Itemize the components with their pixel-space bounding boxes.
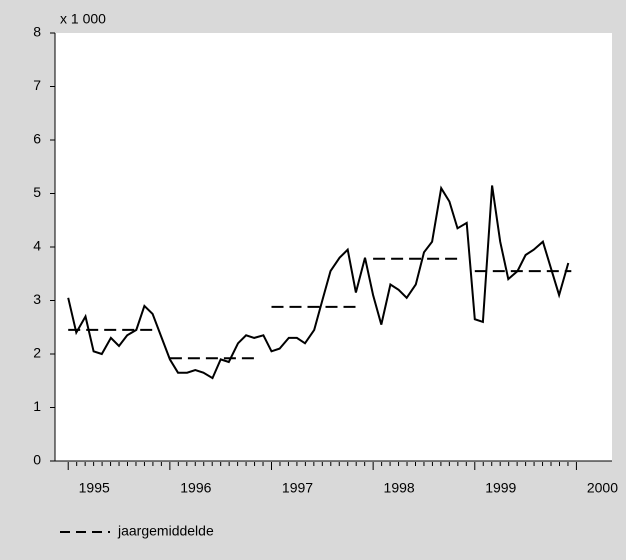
x-tick-label: 1996 (180, 480, 211, 496)
y-tick-label: 6 (33, 131, 41, 147)
x-tick-label: 2000 (587, 480, 618, 496)
x-tick-label: 1997 (282, 480, 313, 496)
y-tick-label: 4 (33, 238, 41, 254)
y-tick-label: 1 (33, 398, 41, 414)
y-tick-label: 2 (33, 345, 41, 361)
y-tick-label: 3 (33, 291, 41, 307)
x-tick-label: 1998 (384, 480, 415, 496)
unit-label: x 1 000 (60, 11, 106, 27)
x-tick-label: 1999 (485, 480, 516, 496)
data-line (67, 185, 570, 380)
plot-area (55, 33, 612, 461)
x-tick-label: 1995 (79, 480, 110, 496)
y-tick-label: 0 (33, 452, 41, 468)
y-tick-label: 8 (33, 24, 41, 40)
y-tick-label: 5 (33, 184, 41, 200)
legend-label: jaargemiddelde (117, 523, 214, 539)
y-tick-label: 7 (33, 77, 41, 93)
